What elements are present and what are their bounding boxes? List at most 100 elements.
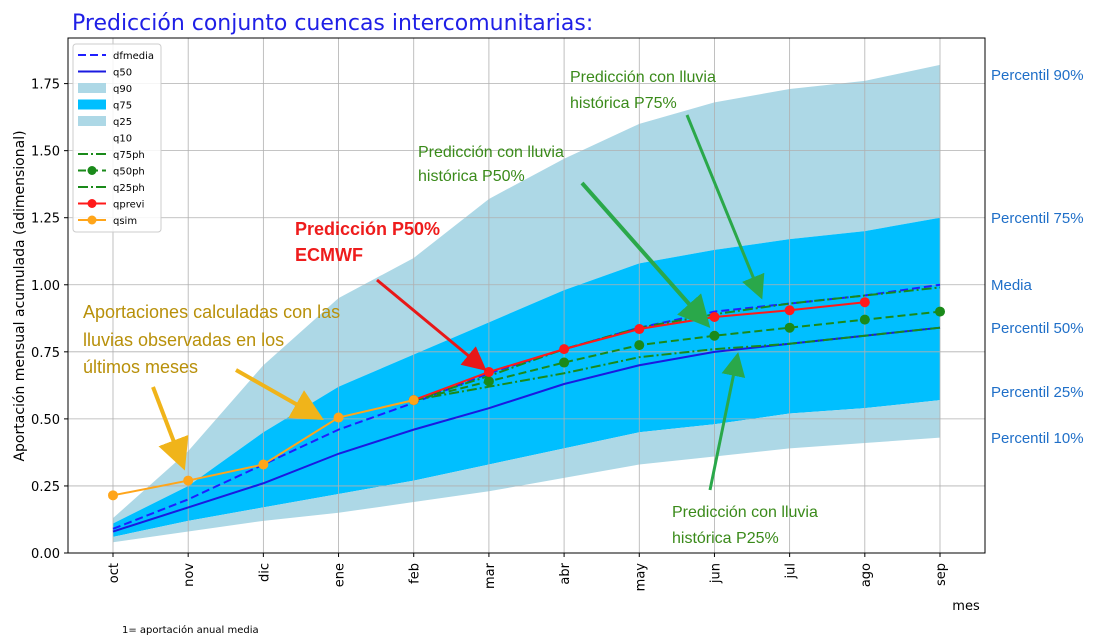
legend-label: q25 [113, 117, 132, 128]
y-tick-label: 1.00 [31, 279, 60, 294]
legend-label: qsim [113, 216, 137, 227]
y-tick-label: 1.50 [31, 145, 60, 160]
legend-swatch [78, 99, 106, 110]
arrow [151, 386, 189, 471]
band [113, 400, 940, 543]
series-marker [709, 311, 720, 322]
annotation: Aportaciones calculadas con las lluvias … [83, 302, 345, 377]
annotation-line: Predicción con lluvia [418, 144, 564, 161]
x-tick-label: jul [784, 563, 799, 579]
annotation: Predicción con lluvia histórica P75% [570, 69, 720, 112]
right-label: Percentil 25% [991, 384, 1084, 401]
series-marker [634, 340, 645, 351]
arrow [376, 278, 487, 371]
right-label: Percentil 10% [991, 430, 1084, 447]
legend-label: q75ph [113, 150, 145, 161]
annotation-line: Predicción con lluvia [672, 504, 818, 521]
fill-layer [113, 64, 940, 543]
legend-label: q90 [113, 84, 132, 95]
series-marker [258, 459, 269, 470]
series-line [413, 310, 941, 402]
legend-label: q50ph [113, 167, 145, 178]
annotation-line: Aportaciones calculadas con las [83, 302, 340, 322]
x-tick-label: feb [408, 563, 423, 584]
line-layer [108, 283, 945, 533]
annotation-line: lluvias observadas en los [83, 330, 284, 350]
y-tick-label: 0.25 [31, 480, 60, 495]
plot-area: 0.00 0.25 0.50 0.75 1.00 1.25 1.50 1.75 oct nov di… [31, 37, 986, 592]
series-marker [559, 357, 570, 368]
series-marker [333, 412, 344, 423]
arrow [708, 352, 746, 491]
axes-frame [67, 37, 986, 554]
x-tick-label: jun [708, 563, 723, 584]
y-tick-label: 1.75 [31, 78, 60, 93]
arrow [235, 368, 324, 420]
y-tick-label: 0.00 [31, 547, 60, 562]
series-marker [559, 344, 570, 355]
y-tick-label: 0.50 [31, 413, 60, 428]
annotation: Predicción con lluvia histórica P25% [672, 504, 822, 547]
x-tick-label: ago [859, 563, 874, 587]
series-marker [483, 366, 494, 377]
x-tick-label: sep [934, 563, 949, 586]
right-label: Percentil 75% [991, 210, 1084, 227]
annotation-line: histórica P75% [570, 95, 677, 112]
legend-label: dfmedia [113, 51, 154, 62]
x-tick-label: abr [558, 562, 573, 584]
series-line [112, 326, 941, 533]
band [113, 217, 940, 537]
annotation-line: histórica P50% [418, 168, 525, 185]
annotation-line: últimos meses [83, 357, 198, 377]
legend-label: q10 [113, 134, 132, 145]
right-label: Media [991, 277, 1033, 294]
x-tick-label: ene [333, 563, 348, 587]
band [113, 64, 940, 524]
series-marker [108, 490, 118, 501]
series-marker [784, 322, 795, 333]
series-marker [859, 314, 870, 325]
legend-marker [87, 215, 97, 225]
annotation: Predicción P50% ECMWF [295, 219, 445, 265]
x-tick-label: nov [182, 563, 197, 587]
legend-marker [87, 199, 97, 208]
legend-label: q75 [113, 101, 132, 112]
arrow [685, 114, 765, 300]
legend: dfmedia q50 q90 q75 q25 q10 q75ph q50ph q25ph qpr… [72, 43, 162, 233]
series-marker [784, 305, 795, 316]
x-tick-label: dic [257, 563, 272, 582]
y-tick-label: 0.75 [31, 346, 60, 361]
annotation-line: Predicción P50% [295, 219, 440, 239]
series-marker [483, 376, 494, 387]
x-tick-label: may [633, 563, 648, 592]
x-axis-label: mes [952, 599, 980, 614]
series-marker [935, 306, 945, 317]
legend-swatch [78, 116, 106, 126]
annotation-line: histórica P25% [672, 530, 779, 547]
series-line [413, 286, 941, 402]
y-axis-label: Aportación mensual acumulada (adimension… [12, 130, 28, 461]
x-tick-label: mar [483, 562, 498, 589]
legend-label: q50 [113, 68, 132, 79]
annotation-arrows [151, 114, 765, 491]
annotation: Predicción con lluvia histórica P50% [418, 144, 568, 185]
chart-title: Predicción conjunto cuencas intercomunit… [72, 11, 593, 36]
legend-marker [87, 166, 97, 175]
annotation-line: Predicción con lluvia [570, 69, 716, 86]
legend-label: qprevi [113, 200, 144, 211]
footnote: 1= aportación anual media [122, 624, 259, 636]
series-marker [408, 395, 419, 406]
series-marker [183, 475, 194, 486]
series-marker [859, 297, 870, 308]
series-marker [709, 330, 720, 341]
annotation-line: ECMWF [295, 245, 363, 265]
legend-label: q25ph [113, 183, 145, 194]
arrow [580, 181, 711, 328]
legend-swatch [78, 83, 106, 93]
x-tick-label: oct [107, 563, 122, 583]
right-label: Percentil 90% [991, 67, 1084, 84]
series-marker [634, 324, 645, 335]
y-tick-label: 1.25 [31, 212, 60, 227]
right-label: Percentil 50% [991, 320, 1084, 337]
